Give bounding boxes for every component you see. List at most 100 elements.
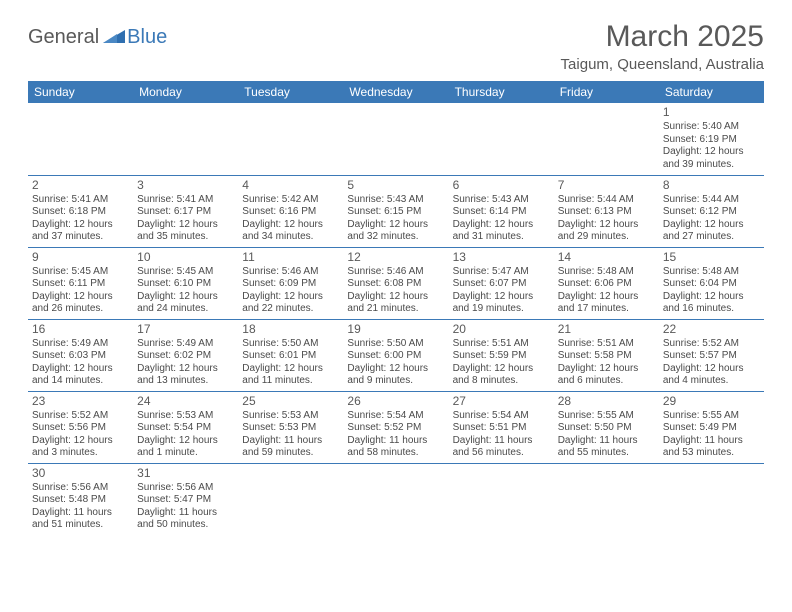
- daylight-line: Daylight: 11 hours and 58 minutes.: [347, 435, 444, 460]
- sunrise-line: Sunrise: 5:49 AM: [137, 338, 234, 351]
- sunset-line: Sunset: 6:18 PM: [32, 206, 129, 219]
- sunset-line: Sunset: 5:47 PM: [137, 494, 234, 507]
- sunset-line: Sunset: 6:14 PM: [453, 206, 550, 219]
- calendar-cell: 26Sunrise: 5:54 AMSunset: 5:52 PMDayligh…: [343, 391, 448, 463]
- sunrise-line: Sunrise: 5:55 AM: [663, 410, 760, 423]
- calendar-cell: 25Sunrise: 5:53 AMSunset: 5:53 PMDayligh…: [238, 391, 343, 463]
- day-number: 14: [558, 250, 655, 265]
- day-label: Saturday: [659, 81, 764, 103]
- calendar-cell: 4Sunrise: 5:42 AMSunset: 6:16 PMDaylight…: [238, 175, 343, 247]
- daylight-line: Daylight: 12 hours and 6 minutes.: [558, 363, 655, 388]
- day-number: 16: [32, 322, 129, 337]
- sunrise-line: Sunrise: 5:47 AM: [453, 266, 550, 279]
- calendar-row: 16Sunrise: 5:49 AMSunset: 6:03 PMDayligh…: [28, 319, 764, 391]
- calendar-cell: 14Sunrise: 5:48 AMSunset: 6:06 PMDayligh…: [554, 247, 659, 319]
- sunrise-line: Sunrise: 5:52 AM: [663, 338, 760, 351]
- daylight-line: Daylight: 11 hours and 53 minutes.: [663, 435, 760, 460]
- daylight-line: Daylight: 11 hours and 51 minutes.: [32, 507, 129, 532]
- sunset-line: Sunset: 5:50 PM: [558, 422, 655, 435]
- day-number: 12: [347, 250, 444, 265]
- day-number: 5: [347, 178, 444, 193]
- month-title: March 2025: [561, 20, 764, 54]
- calendar-row: 9Sunrise: 5:45 AMSunset: 6:11 PMDaylight…: [28, 247, 764, 319]
- day-number: 23: [32, 394, 129, 409]
- daylight-line: Daylight: 12 hours and 8 minutes.: [453, 363, 550, 388]
- day-number: 26: [347, 394, 444, 409]
- calendar-cell: 31Sunrise: 5:56 AMSunset: 5:47 PMDayligh…: [133, 463, 238, 535]
- sunset-line: Sunset: 5:51 PM: [453, 422, 550, 435]
- daylight-line: Daylight: 12 hours and 27 minutes.: [663, 219, 760, 244]
- day-number: 19: [347, 322, 444, 337]
- calendar-cell: 15Sunrise: 5:48 AMSunset: 6:04 PMDayligh…: [659, 247, 764, 319]
- day-number: 30: [32, 466, 129, 481]
- day-number: 13: [453, 250, 550, 265]
- sunrise-line: Sunrise: 5:46 AM: [347, 266, 444, 279]
- day-number: 25: [242, 394, 339, 409]
- daylight-line: Daylight: 12 hours and 21 minutes.: [347, 291, 444, 316]
- day-number: 9: [32, 250, 129, 265]
- day-label: Thursday: [449, 81, 554, 103]
- day-number: 3: [137, 178, 234, 193]
- sunrise-line: Sunrise: 5:50 AM: [347, 338, 444, 351]
- calendar-row: 30Sunrise: 5:56 AMSunset: 5:48 PMDayligh…: [28, 463, 764, 535]
- logo-text-general: General: [28, 26, 99, 49]
- calendar-row: 2Sunrise: 5:41 AMSunset: 6:18 PMDaylight…: [28, 175, 764, 247]
- calendar-cell: [133, 103, 238, 175]
- day-number: 29: [663, 394, 760, 409]
- calendar-cell: [343, 103, 448, 175]
- calendar-cell: [238, 103, 343, 175]
- sunset-line: Sunset: 6:00 PM: [347, 350, 444, 363]
- daylight-line: Daylight: 12 hours and 22 minutes.: [242, 291, 339, 316]
- calendar-cell: [554, 103, 659, 175]
- calendar-cell: 21Sunrise: 5:51 AMSunset: 5:58 PMDayligh…: [554, 319, 659, 391]
- sunrise-line: Sunrise: 5:45 AM: [137, 266, 234, 279]
- day-label: Wednesday: [343, 81, 448, 103]
- logo: General Blue: [28, 26, 167, 49]
- calendar-cell: 22Sunrise: 5:52 AMSunset: 5:57 PMDayligh…: [659, 319, 764, 391]
- sunrise-line: Sunrise: 5:40 AM: [663, 121, 760, 134]
- daylight-line: Daylight: 12 hours and 14 minutes.: [32, 363, 129, 388]
- sunset-line: Sunset: 6:03 PM: [32, 350, 129, 363]
- calendar-cell: [659, 463, 764, 535]
- sunrise-line: Sunrise: 5:48 AM: [558, 266, 655, 279]
- day-label: Monday: [133, 81, 238, 103]
- day-number: 8: [663, 178, 760, 193]
- sunrise-line: Sunrise: 5:42 AM: [242, 194, 339, 207]
- daylight-line: Daylight: 11 hours and 55 minutes.: [558, 435, 655, 460]
- day-number: 31: [137, 466, 234, 481]
- sunrise-line: Sunrise: 5:48 AM: [663, 266, 760, 279]
- title-block: March 2025 Taigum, Queensland, Australia: [561, 20, 764, 73]
- day-header-row: Sunday Monday Tuesday Wednesday Thursday…: [28, 81, 764, 103]
- day-number: 1: [663, 105, 760, 120]
- daylight-line: Daylight: 12 hours and 39 minutes.: [663, 146, 760, 171]
- calendar-cell: 9Sunrise: 5:45 AMSunset: 6:11 PMDaylight…: [28, 247, 133, 319]
- sunset-line: Sunset: 5:48 PM: [32, 494, 129, 507]
- calendar-table: Sunday Monday Tuesday Wednesday Thursday…: [28, 81, 764, 535]
- calendar-cell: [238, 463, 343, 535]
- sunset-line: Sunset: 6:08 PM: [347, 278, 444, 291]
- location: Taigum, Queensland, Australia: [561, 56, 764, 73]
- sunset-line: Sunset: 5:59 PM: [453, 350, 550, 363]
- calendar-cell: 18Sunrise: 5:50 AMSunset: 6:01 PMDayligh…: [238, 319, 343, 391]
- calendar-cell: 30Sunrise: 5:56 AMSunset: 5:48 PMDayligh…: [28, 463, 133, 535]
- day-number: 10: [137, 250, 234, 265]
- calendar-cell: [554, 463, 659, 535]
- calendar-cell: 11Sunrise: 5:46 AMSunset: 6:09 PMDayligh…: [238, 247, 343, 319]
- sunrise-line: Sunrise: 5:52 AM: [32, 410, 129, 423]
- sunset-line: Sunset: 6:13 PM: [558, 206, 655, 219]
- calendar-cell: 6Sunrise: 5:43 AMSunset: 6:14 PMDaylight…: [449, 175, 554, 247]
- calendar-cell: 19Sunrise: 5:50 AMSunset: 6:00 PMDayligh…: [343, 319, 448, 391]
- calendar-row: 1Sunrise: 5:40 AMSunset: 6:19 PMDaylight…: [28, 103, 764, 175]
- day-number: 18: [242, 322, 339, 337]
- calendar-cell: 16Sunrise: 5:49 AMSunset: 6:03 PMDayligh…: [28, 319, 133, 391]
- day-number: 2: [32, 178, 129, 193]
- daylight-line: Daylight: 12 hours and 34 minutes.: [242, 219, 339, 244]
- daylight-line: Daylight: 12 hours and 3 minutes.: [32, 435, 129, 460]
- sunrise-line: Sunrise: 5:44 AM: [663, 194, 760, 207]
- sunrise-line: Sunrise: 5:43 AM: [453, 194, 550, 207]
- calendar-cell: 29Sunrise: 5:55 AMSunset: 5:49 PMDayligh…: [659, 391, 764, 463]
- sunset-line: Sunset: 5:54 PM: [137, 422, 234, 435]
- calendar-cell: 27Sunrise: 5:54 AMSunset: 5:51 PMDayligh…: [449, 391, 554, 463]
- day-number: 15: [663, 250, 760, 265]
- calendar-cell: 10Sunrise: 5:45 AMSunset: 6:10 PMDayligh…: [133, 247, 238, 319]
